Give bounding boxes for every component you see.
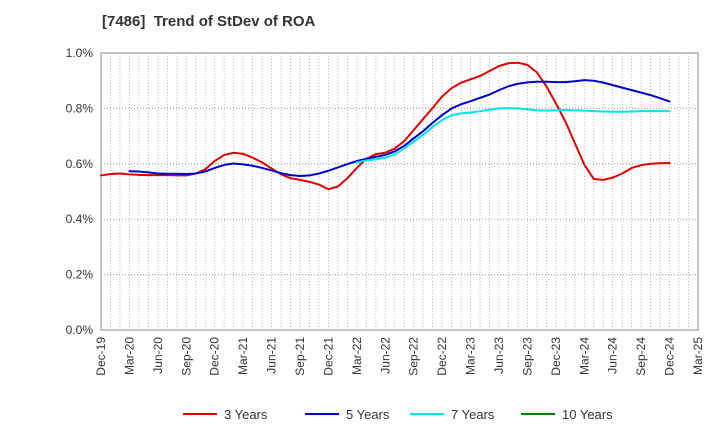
y-tick-label: 0.4% [66,212,94,226]
y-tick-label: 0.8% [66,101,94,115]
y-tick-label: 0.0% [66,323,94,337]
x-tick-label: Dec-24 [663,337,677,376]
x-tick-label: Mar-24 [577,337,591,375]
x-tick-label: Mar-22 [350,337,364,375]
series-lines [100,61,671,191]
x-tick-label: Dec-20 [208,337,222,376]
legend-label-7-years: 7 Years [451,407,495,422]
plot-area [100,52,699,331]
legend-label-10-years: 10 Years [562,407,613,422]
x-tick-label: Sep-23 [520,337,534,376]
y-tick-label: 0.6% [66,157,94,171]
chart-title: [7486] Trend of StDev of ROA [102,13,316,30]
y-tick-label: 0.2% [66,268,94,282]
legend: 3 Years 5 Years 7 Years 10 Years [183,407,613,422]
legend-label-5-years: 5 Years [346,407,390,422]
series-line-7-years [355,107,671,164]
x-tick-label: Jun-23 [492,337,506,374]
x-tick-label: Dec-23 [549,337,563,376]
x-tick-label: Jun-22 [378,337,392,374]
y-tick-label: 1.0% [66,46,94,60]
x-tick-label: Jun-21 [265,337,279,374]
grid [100,52,699,331]
x-tick-label: Dec-21 [321,337,335,376]
x-tick-label: Jun-24 [606,337,620,374]
x-tick-label: Mar-25 [691,337,705,375]
axes: 0.0% 0.2% 0.4% 0.6% 0.8% 1.0% Dec-19 Mar-20 Jun-… [66,46,705,376]
x-tick-label: Mar-23 [464,337,478,375]
series-line-5-years [128,79,671,177]
x-tick-label: Dec-19 [94,337,108,376]
x-tick-label: Dec-22 [435,337,449,376]
x-tick-label: Mar-21 [236,337,250,375]
x-tick-label: Sep-20 [179,337,193,376]
legend-label-3-years: 3 Years [224,407,268,422]
x-tick-label: Sep-21 [293,337,307,376]
x-tick-label: Jun-20 [151,337,165,374]
x-tick-label: Mar-20 [122,337,136,375]
x-tick-label: Sep-24 [634,337,648,376]
x-tick-label: Sep-22 [407,337,421,376]
